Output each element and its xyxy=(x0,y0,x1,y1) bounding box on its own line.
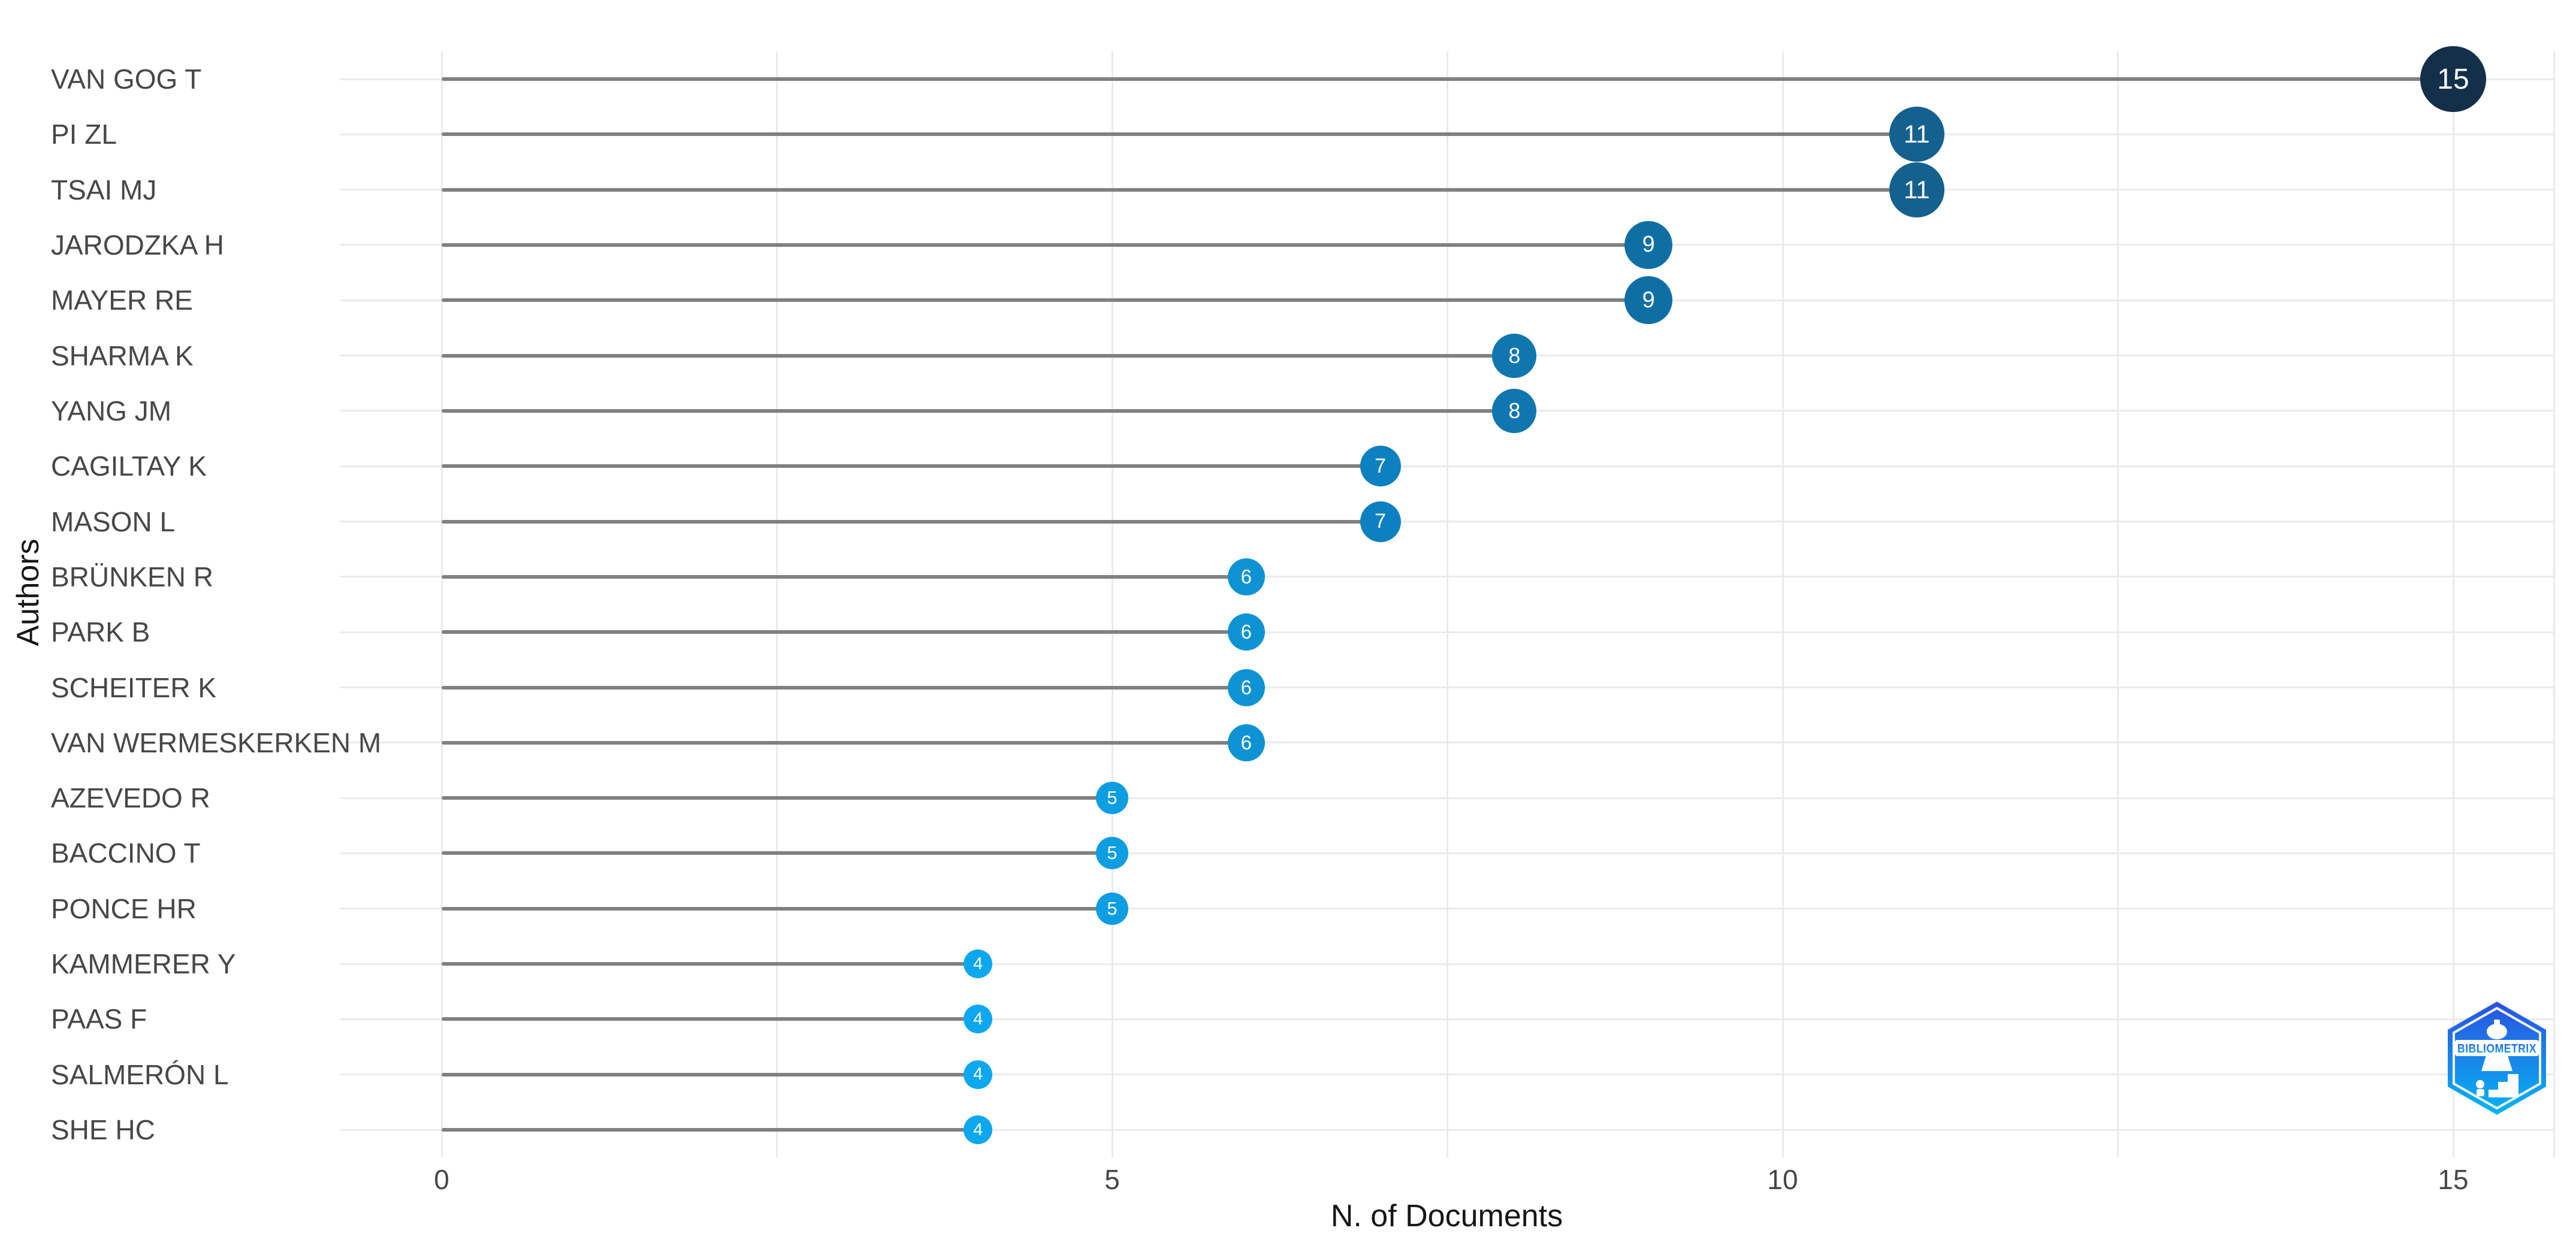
lollipop-stem xyxy=(442,353,1515,358)
x-axis-tick-label: 15 xyxy=(2438,1164,2469,1195)
lighthouse-icon xyxy=(2475,1020,2518,1097)
data-point: 9 xyxy=(1624,276,1673,325)
data-point: 9 xyxy=(1624,220,1673,269)
row-gridline xyxy=(340,908,2554,910)
row-gridline xyxy=(340,963,2554,965)
logo-text-band xyxy=(2455,1040,2539,1056)
data-point: 11 xyxy=(1889,162,1944,217)
vertical-gridline xyxy=(1781,52,1784,1157)
author-label: MASON L xyxy=(51,506,176,537)
data-point: 4 xyxy=(964,1115,993,1145)
data-point: 15 xyxy=(2420,46,2486,112)
bibliometrix-logo: BIBLIOMETRIX xyxy=(2448,1002,2546,1115)
data-point: 8 xyxy=(1492,333,1537,378)
lollipop-stem xyxy=(442,298,1649,303)
vertical-gridline xyxy=(2452,52,2454,1157)
row-gridline xyxy=(340,852,2554,854)
lollipop-stem xyxy=(442,1072,979,1076)
data-point: 11 xyxy=(1889,107,1944,162)
author-label: BACCINO T xyxy=(51,837,201,869)
author-label: SHARMA K xyxy=(51,340,194,371)
lollipop-stem xyxy=(442,1128,979,1132)
lollipop-stem xyxy=(442,574,1246,579)
logo-hexagon-inner-border xyxy=(2453,1006,2541,1110)
row-gridline xyxy=(340,576,2554,578)
author-label: CAGILTAY K xyxy=(51,450,207,482)
data-point: 5 xyxy=(1096,837,1128,870)
lollipop-stem xyxy=(442,685,1246,689)
author-label: YANG JM xyxy=(51,395,172,427)
data-point: 6 xyxy=(1227,558,1265,595)
data-point: 5 xyxy=(1096,782,1128,815)
lollipop-stem xyxy=(442,851,1112,855)
author-label: BRÜNKEN R xyxy=(51,561,213,592)
data-point: 6 xyxy=(1227,613,1265,651)
lollipop-stem xyxy=(442,77,2453,81)
row-gridline xyxy=(340,521,2554,523)
data-point: 6 xyxy=(1227,724,1265,761)
author-label: PI ZL xyxy=(51,119,117,150)
lollipop-stem xyxy=(442,519,1381,524)
author-label: PARK B xyxy=(51,616,150,648)
data-point: 8 xyxy=(1492,388,1537,433)
row-gridline xyxy=(340,631,2554,633)
vertical-gridline xyxy=(776,52,778,1157)
x-axis-tick-label: 0 xyxy=(434,1164,449,1195)
data-point: 4 xyxy=(964,1005,993,1034)
row-gridline xyxy=(340,465,2554,467)
author-label: PAAS F xyxy=(51,1003,147,1035)
row-gridline xyxy=(340,1073,2554,1076)
lollipop-stem xyxy=(442,187,1917,192)
author-label: TSAI MJ xyxy=(51,174,157,205)
author-label: MAYER RE xyxy=(51,285,193,316)
data-point: 4 xyxy=(964,1060,993,1089)
author-label: SALMERÓN L xyxy=(51,1059,229,1090)
lollipop-stem xyxy=(442,464,1381,468)
x-axis-title: N. of Documents xyxy=(1330,1199,1563,1233)
author-label: SCHEITER K xyxy=(51,672,217,703)
data-point: 6 xyxy=(1227,669,1265,706)
logo-text: BIBLIOMETRIX xyxy=(2457,1042,2536,1056)
vertical-gridline xyxy=(1446,52,1448,1157)
vertical-gridline xyxy=(1111,52,1113,1157)
vertical-gridline xyxy=(440,52,443,1157)
lollipop-stem xyxy=(442,962,979,966)
author-label: PONCE HR xyxy=(51,893,197,924)
author-label: JARODZKA H xyxy=(51,229,224,261)
row-gridline xyxy=(340,742,2554,744)
data-point: 7 xyxy=(1360,501,1401,542)
row-gridline xyxy=(340,1129,2554,1131)
lollipop-stem xyxy=(442,740,1246,745)
lollipop-stem xyxy=(442,796,1112,800)
lollipop-stem xyxy=(442,409,1515,413)
author-label: AZEVEDO R xyxy=(51,782,210,814)
lollipop-stem xyxy=(442,906,1112,911)
row-gridline xyxy=(340,687,2554,689)
lollipop-stem xyxy=(442,132,1917,137)
row-gridline xyxy=(340,797,2554,799)
lollipop-stem xyxy=(442,630,1246,634)
data-point: 5 xyxy=(1096,892,1128,925)
lollipop-stem xyxy=(442,1017,979,1021)
data-point: 4 xyxy=(964,949,993,979)
author-label: SHE HC xyxy=(51,1114,155,1146)
x-axis-tick-label: 5 xyxy=(1104,1164,1120,1195)
lollipop-stem xyxy=(442,243,1649,247)
y-axis-title: Authors xyxy=(11,539,46,646)
vertical-gridline xyxy=(2553,52,2555,1157)
row-gridline xyxy=(340,1018,2554,1020)
author-label: VAN GOG T xyxy=(51,63,202,95)
vertical-gridline xyxy=(2117,52,2119,1157)
author-label: KAMMERER Y xyxy=(51,948,236,980)
x-axis-tick-label: 10 xyxy=(1767,1164,1798,1195)
data-point: 7 xyxy=(1360,446,1401,487)
author-label: VAN WERMESKERKEN M xyxy=(51,727,382,758)
